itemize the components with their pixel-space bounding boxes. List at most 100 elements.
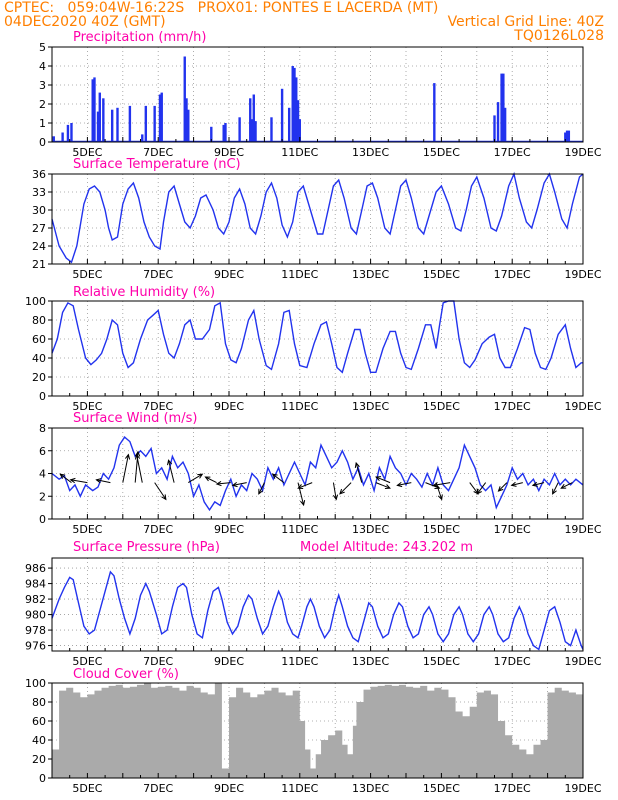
y-tick-label: 100 (25, 677, 46, 690)
panel-title-rh: Relative Humidity (%) (73, 285, 215, 300)
wind-arrow-head (354, 461, 360, 469)
y-tick-label: 986 (25, 562, 46, 575)
header-station: CPTEC: 059:04W-16:22S PROX01: PONTES E L… (4, 0, 439, 16)
x-tick-label: 19DEC (564, 523, 601, 536)
x-tick-label: 19DEC (564, 400, 601, 413)
y-tick-label: 6 (39, 445, 46, 458)
x-tick-label: 9DEC (214, 146, 244, 159)
wind-arrow-head (204, 476, 211, 482)
wind-arrow (476, 482, 487, 495)
x-tick-label: 7DEC (143, 268, 173, 281)
wind-arrow-head (332, 494, 339, 501)
wind-arrow (552, 482, 559, 495)
wind-arrow (433, 482, 451, 486)
y-tick-label: 40 (32, 734, 46, 747)
x-tick-label: 9DEC (214, 782, 244, 795)
y-tick-label: 4 (39, 468, 46, 481)
precip-bar (502, 73, 505, 142)
precip-bar (91, 79, 94, 142)
precip-bar (270, 117, 273, 142)
precip-bar (567, 130, 571, 142)
x-tick-label: 15DEC (423, 655, 460, 668)
wind-arrow (70, 479, 88, 484)
wind-arrow-head (167, 459, 173, 466)
temp-series-line (51, 171, 584, 264)
wind-arrow-head (124, 453, 131, 460)
y-tick-label: 984 (25, 578, 46, 591)
precip-bar (493, 115, 496, 142)
panel-title-precip: Precipitation (mm/h) (73, 30, 206, 45)
precip-bar (160, 92, 163, 142)
wind-arrow (96, 479, 111, 484)
wind-arrow-head (300, 500, 306, 507)
x-tick-label: 17DEC (494, 782, 531, 795)
y-tick-label: 80 (32, 696, 46, 709)
x-tick-label: 11DEC (281, 400, 318, 413)
wind-arrow (435, 482, 443, 500)
y-tick-label: 0 (39, 136, 46, 149)
x-tick-label: 17DEC (494, 146, 531, 159)
wind-arrow (375, 476, 391, 484)
wind-arrow (136, 454, 143, 483)
x-tick-label: 7DEC (143, 782, 173, 795)
y-tick-label: 40 (32, 352, 46, 365)
x-tick-label: 7DEC (143, 400, 173, 413)
x-tick-label: 15DEC (423, 146, 460, 159)
x-tick-label: 13DEC (352, 268, 389, 281)
precip-bar (291, 66, 294, 142)
y-tick-label: 30 (32, 204, 46, 217)
panel-title-cloud: Cloud Cover (%) (73, 667, 179, 682)
precip-bar (52, 136, 55, 142)
y-tick-label: 980 (25, 609, 46, 622)
wind-arrow-head (497, 486, 504, 492)
header-grid-line: Vertical Grid Line: 40Z (447, 14, 604, 30)
wind-arrow-head (69, 477, 76, 484)
panel-cloud: Cloud Cover (%) 0 20 40 60 80 100 5DEC 7DEC 9DEC 1… (25, 667, 602, 795)
wind-series-line (51, 436, 584, 512)
precip-bar (158, 94, 162, 142)
precip-bar (183, 56, 186, 142)
precip-bar (254, 121, 257, 142)
x-tick-label: 19DEC (564, 655, 601, 668)
panel-title-pressure: Surface Pressure (hPa) (73, 540, 220, 555)
y-tick-label: 982 (25, 593, 46, 606)
x-tick-label: 9DEC (214, 523, 244, 536)
precip-bar (564, 132, 567, 142)
y-tick-label: 0 (39, 390, 46, 403)
x-tick-label: 5DEC (72, 146, 102, 159)
wind-arrow (560, 482, 573, 489)
wind-arrow (168, 460, 175, 483)
header-model-id: TQ0126L028 (514, 28, 604, 44)
precip-bar (102, 98, 105, 142)
y-tick-label: 4 (39, 60, 46, 73)
wind-arrow (154, 482, 167, 500)
y-tick-label: 0 (39, 513, 46, 526)
y-tick-label: 20 (32, 371, 46, 384)
x-tick-label: 5DEC (72, 655, 102, 668)
precip-bar (222, 124, 225, 142)
wind-arrow-head (476, 488, 482, 495)
precip-bar (287, 107, 291, 142)
y-tick-label: 36 (32, 168, 46, 181)
x-tick-label: 9DEC (214, 400, 244, 413)
precip-bar (144, 105, 148, 142)
x-tick-label: 15DEC (423, 268, 460, 281)
precip-bar (565, 130, 569, 142)
wind-arrow (375, 482, 391, 489)
x-tick-label: 19DEC (564, 268, 601, 281)
wind-arrow-head (384, 484, 391, 490)
wind-arrow-head (134, 453, 141, 460)
y-tick-label: 3 (39, 79, 46, 92)
y-tick-label: 5 (39, 41, 46, 54)
precip-bar (296, 100, 300, 142)
x-tick-label: 11DEC (281, 268, 318, 281)
precip-bar (128, 105, 132, 142)
precip-bar (187, 109, 190, 142)
x-tick-label: 13DEC (352, 655, 389, 668)
wind-arrow-head (59, 473, 66, 479)
wind-arrow-head (552, 488, 557, 495)
wind-arrow-head (258, 488, 264, 495)
panel-pressure: Surface Pressure (hPa) Model Altitude: 24… (25, 540, 602, 668)
wind-arrow (397, 482, 412, 486)
model-altitude-label: Model Altitude: 243.202 m (300, 540, 473, 555)
